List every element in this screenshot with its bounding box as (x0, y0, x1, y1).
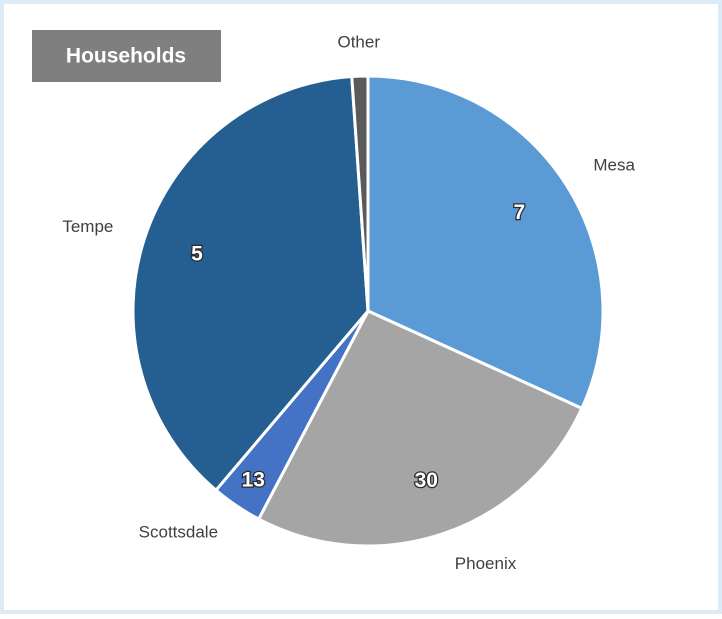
data-label: 5 (191, 242, 203, 265)
title-box (32, 30, 221, 82)
category-label: Tempe (62, 217, 113, 236)
pie-slice (131, 75, 370, 492)
data-label: 7 (514, 201, 526, 224)
category-label: Phoenix (455, 554, 517, 573)
data-label: 13 (242, 468, 265, 491)
category-label: Scottsdale (139, 523, 218, 542)
chart-title: Households (66, 45, 186, 68)
category-label: Other (337, 33, 380, 52)
category-label: Mesa (593, 155, 635, 174)
pie-slice (350, 74, 370, 313)
pie-slice (257, 309, 584, 548)
pie-slice (366, 74, 605, 410)
data-label: 30 (415, 469, 438, 492)
